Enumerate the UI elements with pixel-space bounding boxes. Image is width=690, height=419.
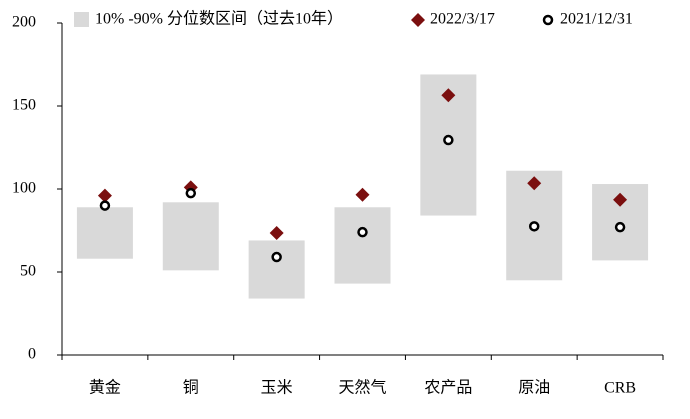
range-bar [162, 202, 219, 271]
x-tick-label: 农产品 [424, 379, 472, 397]
x-tick-label: 铜 [183, 379, 199, 397]
x-tick-label: 玉米 [261, 379, 293, 397]
y-tick-label: 0 [28, 346, 36, 363]
y-tick-label: 200 [12, 14, 36, 31]
range-bar [76, 207, 133, 259]
point [357, 226, 368, 238]
point [441, 88, 456, 103]
legend-label: 10% -90% 分位数区间（过去10年） [95, 10, 343, 28]
legend-swatch [74, 12, 89, 27]
x-tick-label: 原油 [518, 379, 550, 397]
x-tick-label: 黄金 [89, 379, 121, 397]
point [99, 200, 111, 211]
range-bar [248, 240, 305, 299]
point [97, 188, 112, 203]
x-tick-label: 天然气 [338, 379, 386, 397]
point [271, 251, 282, 263]
point [528, 221, 540, 232]
point [355, 187, 370, 202]
point [527, 176, 542, 191]
point [269, 225, 284, 240]
legend-marker [542, 14, 554, 26]
y-tick-label: 50 [20, 263, 36, 280]
range-bar [334, 207, 391, 284]
point [443, 134, 454, 146]
legend-label: 2021/12/31 [560, 11, 633, 28]
y-tick-label: 150 [12, 97, 36, 114]
legend-label: 2022/3/17 [430, 11, 495, 28]
y-tick-label: 100 [12, 180, 36, 197]
point [614, 221, 626, 233]
point [185, 187, 197, 199]
x-tick-label: CRB [604, 380, 636, 397]
legend-marker [411, 13, 425, 27]
point [613, 192, 628, 207]
